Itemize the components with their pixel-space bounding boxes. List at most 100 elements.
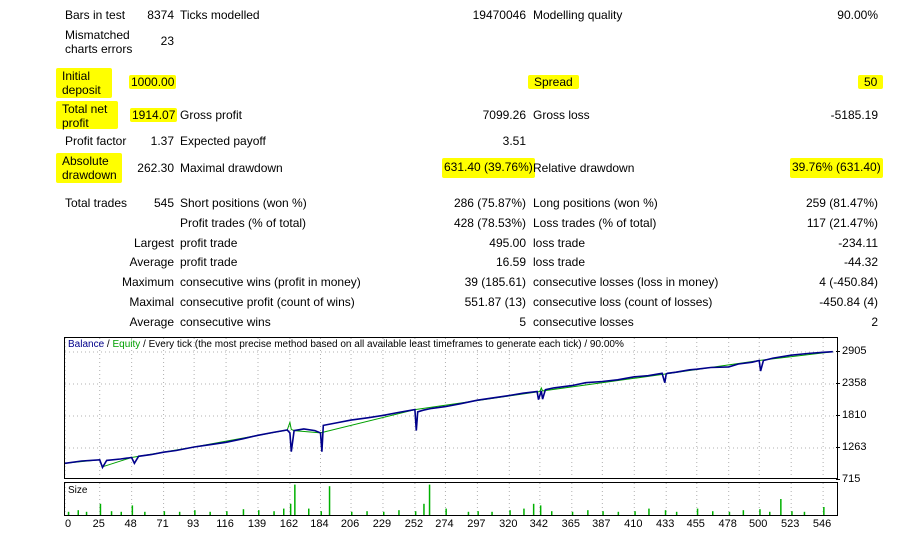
gross-loss-value: -5185.19: [830, 108, 878, 122]
long-positions-label: Long positions (won %): [533, 196, 658, 210]
size-bar: [226, 511, 228, 515]
size-bar: [602, 511, 604, 515]
size-bar: [163, 511, 166, 515]
relative-drawdown-value: 39.76% (631.40): [790, 158, 883, 178]
profit-trades-value: 428 (78.53%): [453, 216, 526, 230]
size-bar: [120, 511, 122, 515]
ticks-modelled-label: Ticks modelled: [180, 8, 260, 22]
average2-label: Average: [129, 315, 174, 329]
size-bar: [85, 511, 88, 515]
x-tick-label: 478: [718, 518, 737, 530]
size-bar: [308, 508, 310, 515]
loss-trades-label: Loss trades (% of total): [533, 216, 657, 230]
size-bar: [398, 510, 400, 515]
size-bar: [780, 499, 782, 515]
y-tick-mark: [836, 446, 840, 448]
gross-profit-value: 7099.26: [482, 108, 526, 122]
y-tick-label: 1263: [842, 440, 867, 453]
profit-factor-label: Profit factor: [65, 134, 127, 148]
size-bar: [571, 511, 574, 515]
short-positions-value: 286 (75.87%): [453, 196, 526, 210]
x-tick-label: 162: [279, 518, 299, 530]
size-bar: [551, 511, 553, 515]
maximal-cons-profit-label: consecutive profit (count of wins): [180, 295, 355, 309]
size-bar: [131, 505, 134, 515]
avg-cons-wins-value: 5: [519, 315, 526, 329]
size-bar: [258, 510, 260, 515]
average-loss-value: -44.32: [843, 255, 878, 269]
size-bar: [712, 511, 714, 515]
size-bar: [366, 511, 368, 515]
size-bar: [634, 511, 636, 515]
size-bar: [532, 503, 535, 515]
size-bar: [728, 511, 731, 515]
size-bar: [445, 508, 447, 515]
mismatched-value: 23: [160, 34, 174, 48]
max-cons-wins-label: consecutive wins (profit in money): [180, 275, 361, 289]
size-bar: [383, 511, 385, 515]
size-bar: [194, 510, 196, 515]
size-bar: [823, 507, 825, 515]
relative-drawdown-label: Relative drawdown: [533, 161, 635, 175]
largest-profit-value: 495.00: [489, 236, 526, 250]
initial-deposit-value: 1000.00: [129, 75, 177, 89]
size-bar: [587, 510, 589, 515]
x-tick-label: 139: [247, 518, 267, 530]
x-tick-label: 387: [592, 518, 611, 530]
avg-cons-losses-label: consecutive losses: [533, 315, 634, 329]
size-bar: [759, 509, 761, 515]
y-tick-mark: [836, 415, 840, 416]
mismatched-label: Mismatched charts errors: [65, 28, 133, 56]
size-bar: [144, 511, 146, 515]
size-bar: [617, 511, 620, 515]
size-bar: [289, 503, 292, 515]
size-bar: [209, 511, 211, 515]
x-tick-label: 297: [467, 518, 486, 530]
long-positions-value: 259 (81.47%): [805, 196, 878, 210]
x-tick-label: 433: [656, 518, 675, 530]
total-net-profit-label: Total net profit: [56, 101, 118, 130]
ticks-modelled-value: 19470046: [472, 8, 526, 22]
chart-legend: Balance / Equity / Every tick (the most …: [68, 339, 624, 351]
size-chart: [64, 482, 838, 516]
average-label: Average: [129, 255, 174, 269]
balance-chart-plot: [65, 338, 837, 478]
average-profit-value: 16.59: [495, 255, 526, 269]
size-bar: [491, 511, 493, 515]
legend-equity: Equity: [112, 339, 141, 350]
x-tick-label: 546: [812, 518, 832, 530]
size-bar: [664, 510, 667, 515]
size-bar: [696, 508, 699, 515]
average-loss-label: loss trade: [533, 255, 586, 269]
legend-description: / Every tick (the most precise method ba…: [140, 339, 624, 350]
maximum-label: Maximum: [121, 275, 174, 289]
average-profit-label: profit trade: [180, 255, 238, 269]
size-bar: [77, 510, 79, 515]
profit-trades-label: Profit trades (% of total): [180, 216, 307, 230]
size-bar: [273, 511, 275, 515]
y-tick-label: 2358: [842, 376, 867, 389]
total-trades-label: Total trades: [65, 196, 128, 210]
maximal-drawdown-label: Maximal drawdown: [180, 161, 283, 175]
modelling-quality-value: 90.00%: [837, 8, 878, 22]
y-tick-label: 715: [842, 473, 861, 485]
gross-profit-label: Gross profit: [180, 108, 243, 122]
x-tick-label: 0: [64, 518, 72, 530]
y-tick-mark: [836, 479, 840, 480]
expected-payoff-label: Expected payoff: [180, 134, 266, 148]
size-chart-plot: [65, 483, 825, 515]
spread-label: Spread: [528, 75, 579, 89]
size-bar: [477, 511, 479, 515]
size-bar: [414, 511, 417, 515]
size-bar: [67, 511, 70, 515]
x-tick-label: 365: [561, 518, 580, 530]
size-bar: [509, 510, 511, 515]
x-tick-label: 25: [92, 518, 105, 530]
size-bar: [648, 508, 650, 515]
y-tick-mark: [836, 351, 840, 352]
largest-label: Largest: [133, 236, 174, 250]
x-tick-label: 116: [216, 518, 234, 530]
x-tick-label: 342: [529, 518, 549, 530]
x-tick-label: 523: [780, 518, 800, 530]
largest-loss-label: loss trade: [533, 236, 586, 250]
